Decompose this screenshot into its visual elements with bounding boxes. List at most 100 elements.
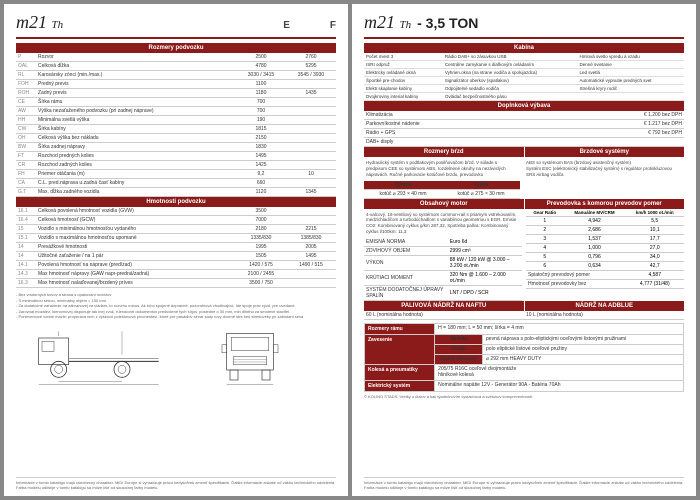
table-cell: 14.1	[16, 261, 36, 270]
table-cell: Počet miest 3	[364, 53, 443, 61]
table-cell: 3030 / 3415	[236, 71, 286, 80]
table-cell: 3545 / 3930	[286, 71, 336, 80]
kabina-header: Kabína	[364, 43, 684, 53]
table-cell: Priemer otáčania (m)	[36, 170, 236, 179]
right-page: m21 Th - 3,5 TON Kabína Počet miest 3Rád…	[352, 4, 696, 496]
table-cell: 320 Nm @ 1.600 – 2.000 ot./min	[448, 270, 522, 285]
table-cell: Celková výška bez nákladu	[36, 134, 236, 143]
table-cell: 2	[526, 225, 563, 234]
table-cell	[286, 207, 336, 216]
table-cell: 42,7	[625, 261, 684, 270]
table-cell: 1,537	[563, 234, 625, 243]
dims-table: PRozvor25002760OALCelková dĺžka47805295R…	[16, 53, 336, 197]
table-cell: 17,7	[625, 234, 684, 243]
table-cell: 660	[236, 179, 286, 188]
table-cell: 14.3	[16, 270, 36, 279]
table-cell: 1385/830	[286, 234, 336, 243]
table-cell: Celková povolená hmotnosť vozidla (GVW)	[36, 207, 236, 216]
table-cell: CR	[16, 161, 36, 170]
table-cell: 1435	[286, 89, 336, 98]
table-cell: 3	[526, 234, 563, 243]
table-cell: € 1.217 bez DPH	[549, 120, 684, 129]
fuel-table: 60 L (nominálna hodnota)10 L (nominálna …	[364, 311, 684, 320]
table-cell: Elektricky ovládané okná	[364, 69, 443, 77]
footnote-line: - Za dodatočné zaťaženie na zábranovej z…	[16, 303, 336, 309]
table-cell: 27,0	[625, 243, 684, 252]
table-cell: 2005	[286, 243, 336, 252]
table-cell: 5	[526, 252, 563, 261]
table-header: km/h 1000 ot./min	[625, 209, 684, 217]
table-cell: 15	[16, 225, 36, 234]
table-cell: Hmotnosť prevodovky bez	[526, 279, 625, 288]
fuel-headers: PALIVOVÁ NÁDRŽ NA NAFTU NÁDRŽ NA ADBLUE	[364, 301, 684, 311]
table-cell: 1830	[236, 143, 286, 152]
table-cell: Rádio DAB+ so zásuvkou USB	[443, 53, 578, 61]
table-cell	[286, 134, 336, 143]
table-cell: G.T	[16, 188, 36, 197]
table-cell: Vyhrien.okna (na strane vodiča a spoluja…	[443, 69, 578, 77]
table-cell: 1490 / 515	[286, 261, 336, 270]
table-cell	[286, 216, 336, 225]
table-cell: Klimatizácia	[364, 111, 549, 120]
table-cell: ZDVIHOVÝ OBJEM	[364, 246, 448, 255]
table-cell: 2150	[236, 134, 286, 143]
table-cell: 4780	[236, 62, 286, 71]
table-cell: Minimálna svetlá výška	[36, 116, 236, 125]
table-cell: ISRI odpruž	[364, 61, 443, 69]
model-main: m21	[16, 12, 47, 32]
copyright: © KOLINO STADS: Vretky u úlalov a kač tý…	[364, 394, 684, 400]
table-cell: Rozchod predných kolies	[36, 152, 236, 161]
table-cell: 14	[16, 252, 36, 261]
table-cell: Športké pre-chodov	[364, 77, 443, 85]
table-cell: 1495	[286, 252, 336, 261]
table-cell: 1345	[286, 188, 336, 197]
sus-label: Zavesenie	[365, 334, 435, 364]
table-cell: 9,2	[236, 170, 286, 179]
table-cell: Spiatočný prevodový pomer	[526, 270, 625, 279]
table-cell: Dvojkroviny interial kabíny	[364, 93, 443, 101]
model-sub: Th	[52, 19, 64, 31]
table-cell: 4,587	[625, 270, 684, 279]
table-cell: DAB+ disply	[364, 138, 549, 147]
table-cell: Predný previs	[36, 80, 236, 89]
table-cell: 1100	[236, 80, 286, 89]
table-cell	[286, 107, 336, 116]
table-cell: Denné svietanie	[577, 61, 684, 69]
table-cell: Led svetlá	[577, 69, 684, 77]
sus-vzadu-l: Vzadu	[435, 344, 483, 354]
table-cell: Rozvor	[36, 53, 236, 62]
brakes-dim-header: Rozmery bŕzd	[364, 147, 524, 157]
table-cell: 16.3	[16, 279, 36, 288]
col-e: E	[283, 20, 290, 31]
sus-vpredu-l: Vpredu	[435, 334, 483, 344]
table-cell: 5295	[286, 62, 336, 71]
table-cell: Celková dĺžka	[36, 62, 236, 71]
truck-diagrams	[16, 328, 336, 388]
table-cell: 3500 / 750	[236, 279, 286, 288]
table-cell: ROH	[16, 89, 36, 98]
table-cell: 1425	[236, 161, 286, 170]
equip-table: Klimatizácia€ 1.200 bez DPHParkovníkostn…	[364, 111, 684, 147]
table-cell: CW	[16, 125, 36, 134]
right-footer: Informácie v tomto katalógu majú všeobec…	[364, 477, 684, 490]
vpredu-head: Vpredu	[364, 181, 442, 190]
truck-front-view	[180, 328, 320, 388]
brakes-table: VpreduVzadu kotúč ⌀ 293 × 40 mmkotúč ⌀ 2…	[364, 181, 520, 199]
model-sub-r: Th	[400, 19, 412, 31]
table-cell: Šírka kabíny	[36, 125, 236, 134]
table-cell: CA	[16, 179, 36, 188]
brakes-desc: Hydraulický systém s podtlakovým posilňo…	[364, 157, 520, 181]
table-cell	[286, 98, 336, 107]
table-cell: 1120	[236, 188, 286, 197]
table-cell: 2760	[286, 53, 336, 62]
table-cell: 2215	[286, 225, 336, 234]
table-cell: Karosársky zónci (min./max.)	[36, 71, 236, 80]
table-cell: 1180	[236, 89, 286, 98]
table-cell: Vozidlo s maximálnou hmotnosťou upomané	[36, 234, 236, 243]
table-cell: OH	[16, 134, 36, 143]
table-cell: AW	[16, 107, 36, 116]
table-cell: Odpojitelné sedadlo vodiča	[443, 85, 578, 93]
table-header: Gear Ratio	[526, 209, 563, 217]
table-cell: 2999 cm³	[448, 246, 522, 255]
elec-val: Nominálne napätie 12V - Generátor 90A - …	[435, 380, 684, 391]
